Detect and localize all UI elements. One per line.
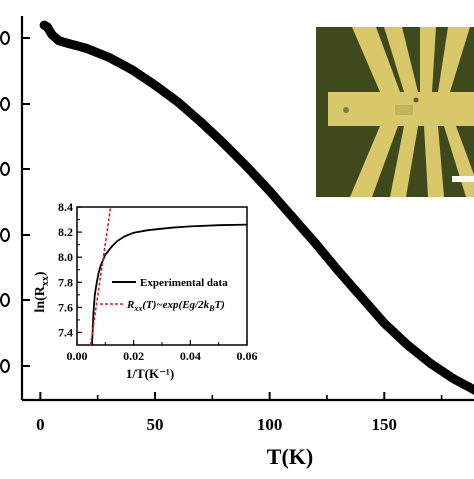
main-data-point: [128, 65, 137, 74]
main-x-axis-label: T(K): [267, 444, 313, 469]
main-data-point: [59, 38, 68, 47]
inset-x-tick-label: 0.02: [123, 349, 144, 363]
main-y-tick-label-fragment: [1, 229, 9, 241]
inset-y-tick-label: 8.4: [58, 200, 73, 214]
main-y-tick-label-fragment: [1, 98, 9, 110]
inset-x-tick-label: 0.06: [237, 349, 258, 363]
photo-scale-bar: [452, 176, 474, 182]
inset-plot-area: [77, 207, 247, 345]
inset-x-tick-label: 0.00: [67, 349, 88, 363]
main-data-point: [334, 266, 343, 275]
main-y-tick-label-fragment: [1, 360, 9, 372]
main-data-point: [47, 30, 56, 39]
main-y-tick-label-fragment: [1, 32, 9, 44]
inset-y-axis-label: ln(Rxx): [33, 271, 51, 312]
main-y-tick-label-fragment: [1, 294, 9, 306]
main-data-point: [265, 187, 274, 196]
inset-x-tick-label: 0.04: [180, 349, 201, 363]
main-data-point: [70, 41, 79, 50]
main-y-tick-label-fragment: [1, 163, 9, 175]
main-data-point: [43, 22, 52, 31]
main-x-tick-label: 150: [372, 415, 398, 434]
inset-y-tick-label: 7.4: [58, 325, 73, 339]
main-data-point: [82, 44, 91, 53]
photo-flake: [395, 105, 413, 115]
main-data-point: [173, 98, 182, 107]
legend-experimental-label: Experimental data: [140, 277, 228, 289]
main-data-point: [196, 117, 205, 126]
main-data-point: [426, 359, 435, 368]
inset-y-tick-label: 7.6: [58, 300, 73, 314]
inset-y-tick-label: 7.8: [58, 275, 73, 289]
inset-x-axis-label: 1/T(K⁻¹): [126, 366, 174, 381]
main-data-point: [403, 340, 412, 349]
main-data-point: [105, 53, 114, 62]
device-photo-inset: [316, 27, 474, 197]
main-x-tick-label: 0: [36, 415, 45, 434]
main-data-point: [242, 162, 251, 171]
main-data-point: [357, 293, 366, 302]
main-data-point: [449, 374, 458, 383]
inset-y-tick-label: 8.2: [58, 225, 73, 239]
main-data-point: [288, 213, 297, 222]
main-x-tick-label: 50: [146, 415, 163, 434]
main-data-point: [311, 239, 320, 248]
inset-y-tick-label: 8.0: [58, 250, 73, 264]
photo-speck: [343, 107, 349, 113]
main-data-point: [380, 319, 389, 328]
inset-plot-frame: [77, 207, 247, 345]
main-x-tick-label: 100: [257, 415, 283, 434]
main-data-point: [150, 81, 159, 90]
main-data-point: [219, 139, 228, 148]
photo-speck: [414, 98, 419, 103]
